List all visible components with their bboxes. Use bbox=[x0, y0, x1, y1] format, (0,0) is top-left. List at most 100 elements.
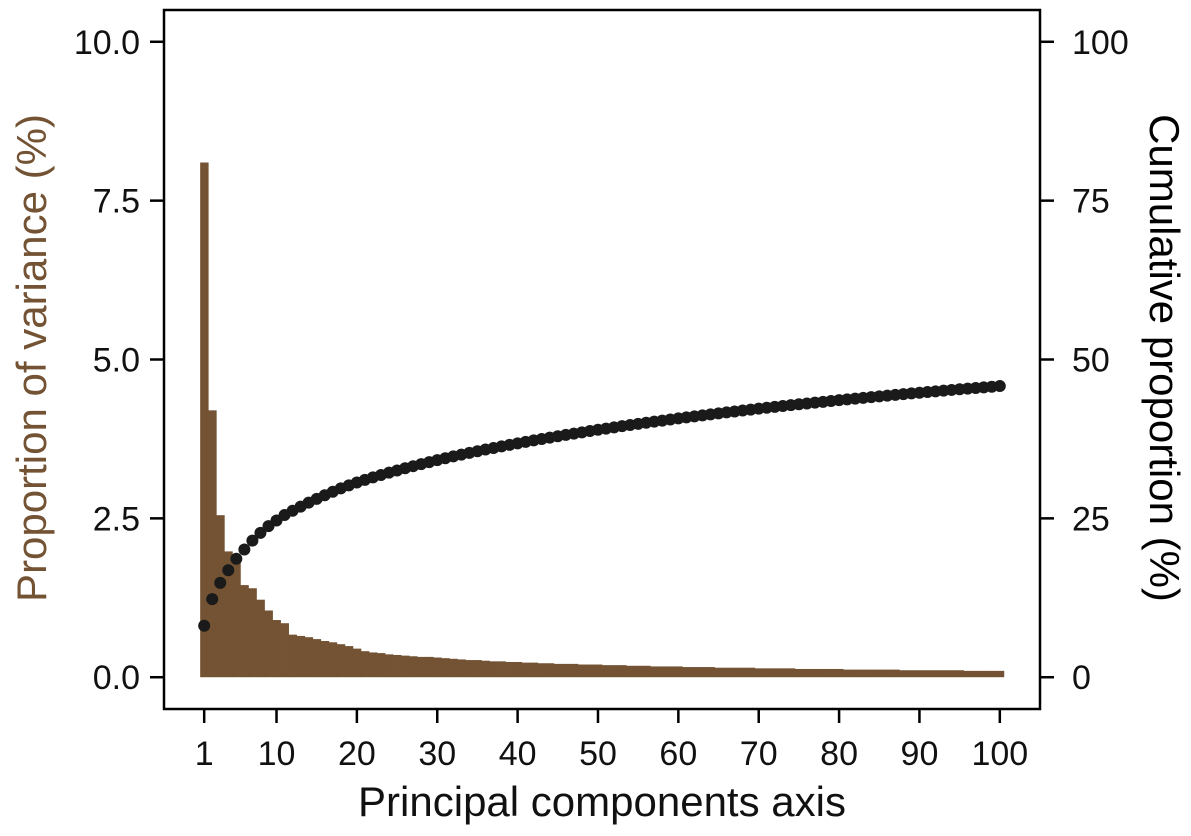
variance-bar-45 bbox=[553, 663, 563, 678]
variance-bar-77 bbox=[810, 668, 820, 678]
x-tick-label: 1 bbox=[195, 735, 214, 773]
variance-bar-56 bbox=[642, 665, 651, 678]
x-axis-label: Principal components axis bbox=[358, 778, 846, 825]
x-tick-label: 60 bbox=[659, 735, 697, 773]
variance-bar-46 bbox=[561, 663, 571, 678]
variance-bar-4 bbox=[224, 551, 233, 678]
variance-bar-37 bbox=[489, 661, 498, 678]
variance-bar-61 bbox=[682, 667, 691, 678]
variance-bar-98 bbox=[979, 670, 989, 678]
y-tick-label: 0.0 bbox=[93, 659, 140, 697]
variance-bar-82 bbox=[851, 669, 860, 678]
y2-tick-label: 50 bbox=[1072, 342, 1110, 380]
variance-bar-99 bbox=[987, 670, 997, 678]
variance-bar-44 bbox=[545, 663, 555, 678]
variance-bar-53 bbox=[618, 665, 627, 678]
y-axis-right: 0 25 50 75 100 bbox=[1040, 24, 1129, 697]
variance-bar-68 bbox=[738, 667, 748, 678]
variance-bar-76 bbox=[802, 668, 812, 678]
variance-bar-42 bbox=[529, 662, 539, 678]
cumulative-point-2 bbox=[206, 593, 219, 606]
variance-bar-33 bbox=[457, 659, 466, 678]
y-axis-left: 0.0 2.5 5.0 7.5 10.0 bbox=[74, 24, 164, 697]
cumulative-point-8 bbox=[254, 526, 267, 539]
variance-bar-57 bbox=[650, 666, 659, 678]
cumulative-point-1 bbox=[198, 619, 211, 632]
cumulative-point-3 bbox=[214, 576, 227, 589]
variance-bar-32 bbox=[449, 658, 458, 678]
variance-bar-55 bbox=[634, 665, 643, 678]
variance-bar-18 bbox=[336, 644, 346, 678]
x-tick-label: 20 bbox=[338, 735, 376, 773]
y-tick-label: 10.0 bbox=[74, 24, 140, 62]
variance-bar-17 bbox=[328, 642, 338, 678]
variance-bar-87 bbox=[891, 669, 900, 678]
variance-bar-2 bbox=[208, 410, 217, 678]
y2-tick-label: 0 bbox=[1072, 659, 1091, 697]
variance-bar-1 bbox=[200, 162, 209, 678]
variance-bar-89 bbox=[907, 670, 916, 678]
variance-bar-88 bbox=[899, 670, 908, 678]
variance-bar-72 bbox=[770, 668, 780, 678]
variance-bar-3 bbox=[216, 515, 225, 678]
variance-bar-24 bbox=[385, 654, 394, 678]
variance-bar-16 bbox=[320, 641, 330, 678]
cumulative-point-7 bbox=[246, 534, 259, 547]
variance-bar-49 bbox=[585, 664, 595, 678]
variance-bar-40 bbox=[513, 661, 523, 678]
variance-bar-83 bbox=[859, 669, 868, 678]
variance-bar-91 bbox=[923, 670, 932, 678]
variance-bar-95 bbox=[955, 670, 965, 678]
y-tick-label: 7.5 bbox=[93, 183, 140, 221]
variance-bar-34 bbox=[465, 660, 474, 678]
variance-bar-36 bbox=[481, 660, 490, 678]
variance-bar-26 bbox=[401, 655, 410, 678]
variance-bar-92 bbox=[931, 670, 940, 678]
variance-bar-10 bbox=[272, 620, 281, 678]
variance-bar-58 bbox=[658, 666, 667, 678]
x-tick-label: 30 bbox=[418, 735, 456, 773]
x-tick-label: 10 bbox=[258, 735, 296, 773]
x-tick-label: 50 bbox=[579, 735, 617, 773]
variance-bar-97 bbox=[971, 670, 981, 678]
variance-bar-73 bbox=[778, 668, 788, 678]
variance-bar-7 bbox=[248, 588, 257, 678]
variance-bar-66 bbox=[722, 667, 731, 678]
variance-bar-30 bbox=[433, 657, 442, 678]
variance-bar-23 bbox=[376, 653, 386, 678]
y-axis-label-left: Proportion of variance (%) bbox=[8, 114, 55, 602]
variance-bar-29 bbox=[425, 656, 434, 678]
variance-bar-75 bbox=[794, 668, 804, 678]
variance-bar-22 bbox=[368, 652, 378, 678]
x-tick-label: 70 bbox=[740, 735, 778, 773]
variance-bar-12 bbox=[288, 634, 298, 678]
variance-bar-28 bbox=[417, 656, 426, 678]
variance-bar-70 bbox=[754, 668, 764, 678]
variance-bar-74 bbox=[786, 668, 796, 678]
variance-bar-39 bbox=[505, 661, 514, 678]
variance-bar-62 bbox=[690, 667, 699, 678]
cumulative-points bbox=[198, 380, 1006, 632]
variance-bar-69 bbox=[746, 667, 756, 678]
variance-bar-50 bbox=[593, 664, 603, 678]
x-axis: 1 10 20 30 40 50 60 70 80 90 100 bbox=[195, 709, 1028, 773]
variance-bar-47 bbox=[569, 663, 579, 678]
variance-bar-94 bbox=[947, 670, 957, 678]
y2-tick-label: 75 bbox=[1072, 183, 1110, 221]
y2-tick-label: 100 bbox=[1072, 24, 1129, 62]
variance-bar-51 bbox=[602, 665, 611, 678]
variance-bar-11 bbox=[280, 623, 289, 678]
variance-bar-59 bbox=[666, 666, 675, 678]
variance-bar-54 bbox=[626, 665, 635, 678]
variance-bar-65 bbox=[714, 667, 723, 678]
variance-bar-86 bbox=[883, 669, 892, 678]
variance-bar-67 bbox=[730, 667, 740, 678]
variance-bar-85 bbox=[875, 669, 884, 678]
variance-bar-71 bbox=[762, 668, 772, 678]
x-tick-label: 40 bbox=[499, 735, 537, 773]
variance-bar-41 bbox=[521, 662, 531, 678]
variance-bar-90 bbox=[915, 670, 924, 678]
y-tick-label: 5.0 bbox=[93, 342, 140, 380]
variance-bar-13 bbox=[296, 635, 306, 678]
variance-bar-84 bbox=[867, 669, 876, 678]
